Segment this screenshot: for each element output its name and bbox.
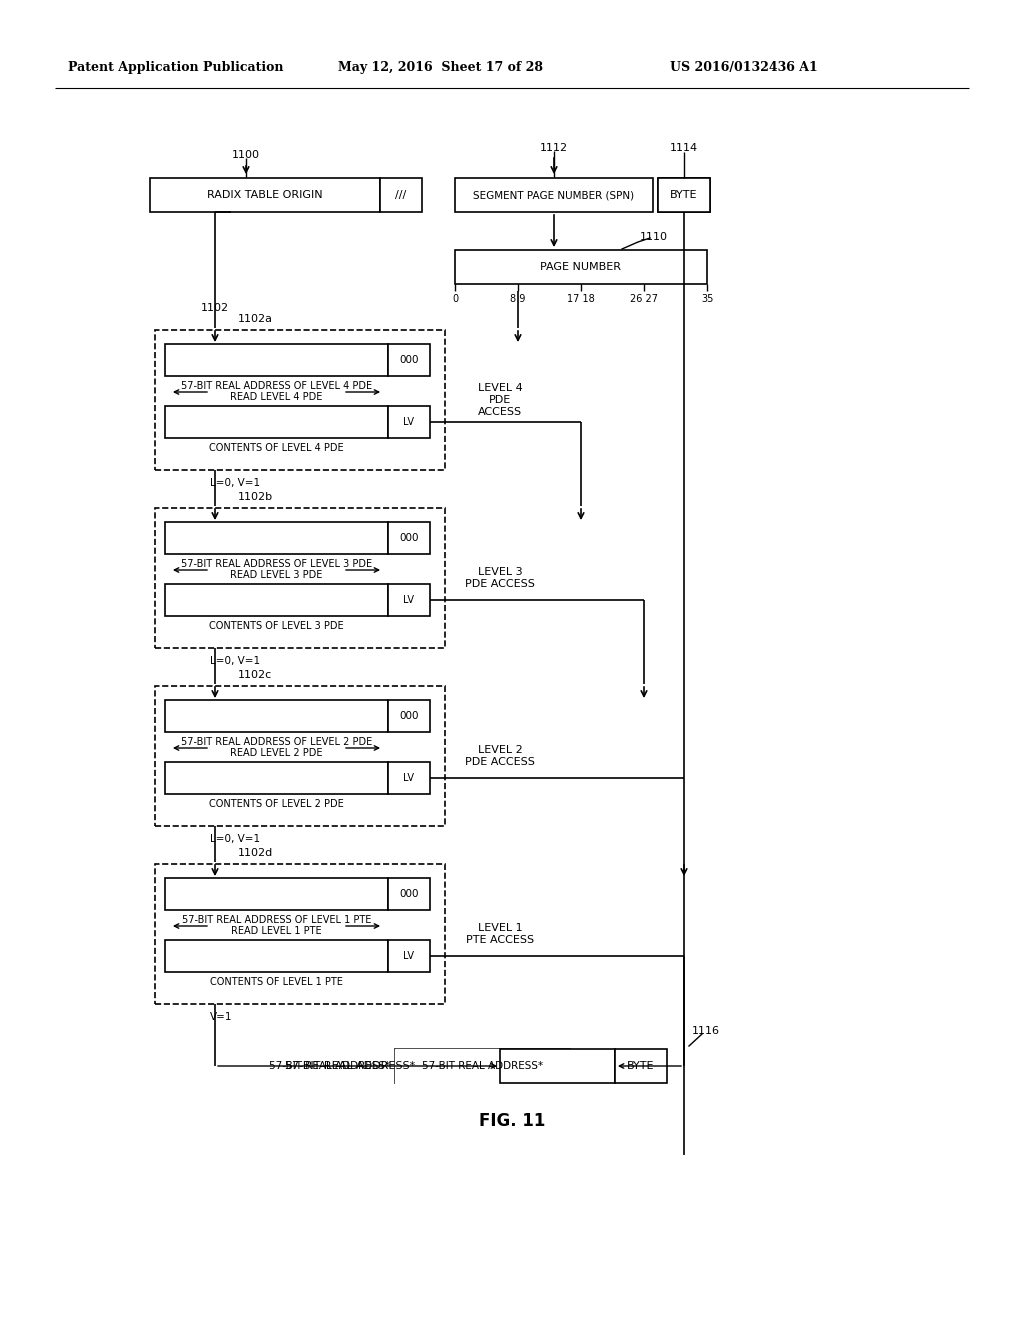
Bar xyxy=(165,521,388,554)
Bar xyxy=(395,1049,570,1082)
Bar xyxy=(165,700,388,733)
Text: 1112: 1112 xyxy=(540,143,568,153)
Text: 1102: 1102 xyxy=(201,304,229,313)
Bar xyxy=(388,407,430,438)
Text: 1100: 1100 xyxy=(232,150,260,160)
Text: 000: 000 xyxy=(399,533,419,543)
Text: 57-BIT REAL ADDRESS OF LEVEL 3 PDE: 57-BIT REAL ADDRESS OF LEVEL 3 PDE xyxy=(181,558,372,569)
Text: Patent Application Publication: Patent Application Publication xyxy=(68,62,284,74)
Bar xyxy=(155,330,445,470)
Text: RADIX TABLE ORIGIN: RADIX TABLE ORIGIN xyxy=(207,190,323,201)
Text: READ LEVEL 3 PDE: READ LEVEL 3 PDE xyxy=(230,570,323,579)
Text: L=0, V=1: L=0, V=1 xyxy=(210,656,260,667)
Text: 1102a: 1102a xyxy=(238,314,272,323)
Text: 35: 35 xyxy=(700,294,713,304)
Text: READ LEVEL 4 PDE: READ LEVEL 4 PDE xyxy=(230,392,323,403)
Text: SEGMENT PAGE NUMBER (SPN): SEGMENT PAGE NUMBER (SPN) xyxy=(473,190,635,201)
Text: 000: 000 xyxy=(399,888,419,899)
Bar xyxy=(388,521,430,554)
Bar xyxy=(658,178,710,213)
Text: 17 18: 17 18 xyxy=(567,294,595,304)
Text: 57-BIT REAL ADDRESS*: 57-BIT REAL ADDRESS* xyxy=(422,1061,543,1071)
Text: CONTENTS OF LEVEL 3 PDE: CONTENTS OF LEVEL 3 PDE xyxy=(209,620,344,631)
Text: LV: LV xyxy=(403,950,415,961)
Bar xyxy=(165,762,388,795)
Bar xyxy=(455,249,707,284)
Text: US 2016/0132436 A1: US 2016/0132436 A1 xyxy=(670,62,818,74)
Text: 57-BIT REAL ADDRESS*: 57-BIT REAL ADDRESS* xyxy=(269,1061,390,1071)
Text: LV: LV xyxy=(403,417,415,426)
Bar xyxy=(388,940,430,972)
Text: READ LEVEL 2 PDE: READ LEVEL 2 PDE xyxy=(230,748,323,758)
Text: 1102c: 1102c xyxy=(238,671,272,680)
Text: 000: 000 xyxy=(399,711,419,721)
Bar xyxy=(500,1049,615,1082)
Text: 57-BIT REAL ADDRESS OF LEVEL 1 PTE: 57-BIT REAL ADDRESS OF LEVEL 1 PTE xyxy=(182,915,371,925)
Text: 1102b: 1102b xyxy=(238,492,272,502)
Text: 8 9: 8 9 xyxy=(510,294,525,304)
Bar xyxy=(150,178,380,213)
Bar xyxy=(155,865,445,1005)
Bar xyxy=(155,686,445,826)
Text: 1110: 1110 xyxy=(640,232,668,242)
Bar xyxy=(165,878,388,909)
Bar xyxy=(395,1049,570,1082)
Bar xyxy=(388,345,430,376)
Text: LV: LV xyxy=(403,595,415,605)
Text: LEVEL 1
PTE ACCESS: LEVEL 1 PTE ACCESS xyxy=(466,923,535,945)
Text: PAGE NUMBER: PAGE NUMBER xyxy=(541,261,622,272)
Bar xyxy=(165,345,388,376)
Text: LEVEL 2
PDE ACCESS: LEVEL 2 PDE ACCESS xyxy=(465,746,535,767)
Text: FIG. 11: FIG. 11 xyxy=(479,1111,545,1130)
Text: 1102d: 1102d xyxy=(238,847,272,858)
Bar xyxy=(615,1049,667,1082)
Text: 26 27: 26 27 xyxy=(630,294,658,304)
Text: 1114: 1114 xyxy=(670,143,698,153)
Text: LV: LV xyxy=(403,774,415,783)
Text: BYTE: BYTE xyxy=(671,190,697,201)
Bar xyxy=(388,583,430,616)
Bar xyxy=(658,178,710,213)
Text: CONTENTS OF LEVEL 4 PDE: CONTENTS OF LEVEL 4 PDE xyxy=(209,444,344,453)
Bar xyxy=(388,762,430,795)
Text: LEVEL 3
PDE ACCESS: LEVEL 3 PDE ACCESS xyxy=(465,568,535,589)
Bar xyxy=(165,407,388,438)
Bar xyxy=(380,178,422,213)
Text: 57-BIT REAL ADDRESS OF LEVEL 4 PDE: 57-BIT REAL ADDRESS OF LEVEL 4 PDE xyxy=(181,381,372,391)
Text: CONTENTS OF LEVEL 2 PDE: CONTENTS OF LEVEL 2 PDE xyxy=(209,799,344,809)
Text: 57-BIT REAL ADDRESS OF LEVEL 2 PDE: 57-BIT REAL ADDRESS OF LEVEL 2 PDE xyxy=(181,737,372,747)
Text: May 12, 2016  Sheet 17 of 28: May 12, 2016 Sheet 17 of 28 xyxy=(338,62,543,74)
Text: L=0, V=1: L=0, V=1 xyxy=(210,478,260,488)
Bar xyxy=(388,700,430,733)
Bar xyxy=(155,508,445,648)
Text: READ LEVEL 1 PTE: READ LEVEL 1 PTE xyxy=(231,927,322,936)
Text: 000: 000 xyxy=(399,355,419,366)
Bar xyxy=(165,940,388,972)
Bar xyxy=(165,583,388,616)
Text: 1116: 1116 xyxy=(692,1026,720,1036)
Text: ///: /// xyxy=(395,190,407,201)
Bar xyxy=(455,178,653,213)
Text: LEVEL 4
PDE
ACCESS: LEVEL 4 PDE ACCESS xyxy=(477,383,522,417)
Text: BYTE: BYTE xyxy=(628,1061,654,1071)
Text: L=0, V=1: L=0, V=1 xyxy=(210,834,260,843)
Text: 0: 0 xyxy=(452,294,458,304)
Text: CONTENTS OF LEVEL 1 PTE: CONTENTS OF LEVEL 1 PTE xyxy=(210,977,343,987)
Bar xyxy=(388,878,430,909)
Text: 57-BIT REAL ADDRESS*: 57-BIT REAL ADDRESS* xyxy=(285,1061,415,1071)
Text: V=1: V=1 xyxy=(210,1012,232,1022)
